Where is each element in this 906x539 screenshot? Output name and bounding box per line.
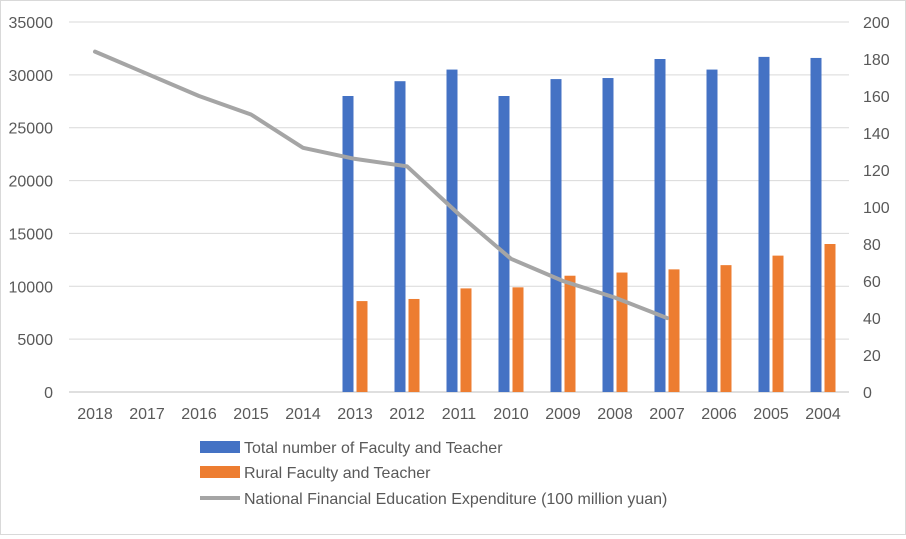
- rural-teachers-bar-2005: [773, 256, 784, 392]
- x-tick-label: 2007: [649, 406, 685, 423]
- right-axis-ticks: 0 20 40 60 80 100 120 140 160 180 200: [863, 15, 890, 402]
- right-tick-label: 160: [863, 89, 890, 106]
- legend-label: National Financial Education Expenditure…: [244, 491, 667, 508]
- right-tick-label: 80: [863, 237, 881, 254]
- right-tick-label: 40: [863, 311, 881, 328]
- rural-teachers-bar-2013: [357, 301, 368, 392]
- rural-teachers-bar-2009: [565, 276, 576, 392]
- total-teachers-bar-2005: [759, 57, 770, 392]
- x-tick-label: 2018: [77, 406, 113, 423]
- x-tick-label: 2010: [493, 406, 529, 423]
- total-teachers-bar-2011: [447, 70, 458, 392]
- gridlines: [69, 22, 849, 392]
- legend-label: Rural Faculty and Teacher: [244, 465, 431, 482]
- rural-teachers-bar-2004: [825, 244, 836, 392]
- right-tick-label: 20: [863, 348, 881, 365]
- x-tick-label: 2006: [701, 406, 737, 423]
- total-teachers-bar-2009: [551, 79, 562, 392]
- x-tick-label: 2016: [181, 406, 217, 423]
- right-tick-label: 140: [863, 126, 890, 143]
- x-tick-label: 2004: [805, 406, 841, 423]
- left-tick-label: 25000: [9, 121, 54, 138]
- x-tick-label: 2013: [337, 406, 373, 423]
- total-teachers-bar-2013: [343, 96, 354, 392]
- x-tick-label: 2015: [233, 406, 269, 423]
- rural-teachers-bar-2011: [461, 288, 472, 392]
- total-teachers-bar-2007: [655, 59, 666, 392]
- left-tick-label: 35000: [9, 15, 54, 32]
- right-tick-label: 200: [863, 15, 890, 32]
- total-teachers-bar-2006: [707, 70, 718, 392]
- bars: [343, 57, 836, 392]
- x-tick-label: 2014: [285, 406, 321, 423]
- left-axis-ticks: 0 5000 10000 15000 20000 25000 30000 35000: [9, 15, 54, 402]
- legend-swatch: [200, 466, 240, 478]
- left-tick-label: 15000: [9, 226, 54, 243]
- x-axis-ticks: 2018 2017 2016 2015 2014 2013 2012 2011 2010 2009…: [77, 406, 841, 423]
- left-tick-label: 20000: [9, 174, 54, 191]
- right-tick-label: 100: [863, 200, 890, 217]
- total-teachers-bar-2012: [395, 81, 406, 392]
- expenditure-line-group: [95, 52, 667, 319]
- legend-label: Total number of Faculty and Teacher: [244, 440, 503, 457]
- right-tick-label: 0: [863, 385, 872, 402]
- x-tick-label: 2009: [545, 406, 581, 423]
- left-tick-label: 10000: [9, 279, 54, 296]
- right-tick-label: 60: [863, 274, 881, 291]
- rural-teachers-bar-2012: [409, 299, 420, 392]
- right-tick-label: 120: [863, 163, 890, 180]
- rural-teachers-bar-2006: [721, 265, 732, 392]
- total-teachers-bar-2008: [603, 78, 614, 392]
- left-tick-label: 30000: [9, 68, 54, 85]
- rural-teachers-bar-2007: [669, 269, 680, 392]
- expenditure-line: [95, 52, 667, 318]
- legend-swatch: [200, 441, 240, 453]
- right-tick-label: 180: [863, 52, 890, 69]
- legend: Total number of Faculty and Teacher Rural…: [200, 440, 667, 508]
- x-tick-label: 2011: [442, 406, 477, 423]
- x-tick-label: 2017: [129, 406, 165, 423]
- total-teachers-bar-2004: [811, 58, 822, 392]
- x-tick-label: 2008: [597, 406, 633, 423]
- x-tick-label: 2005: [753, 406, 789, 423]
- rural-teachers-bar-2008: [617, 273, 628, 392]
- left-tick-label: 0: [44, 385, 53, 402]
- x-tick-label: 2012: [389, 406, 425, 423]
- left-tick-label: 5000: [17, 332, 53, 349]
- total-teachers-bar-2010: [499, 96, 510, 392]
- rural-teachers-bar-2010: [513, 287, 524, 392]
